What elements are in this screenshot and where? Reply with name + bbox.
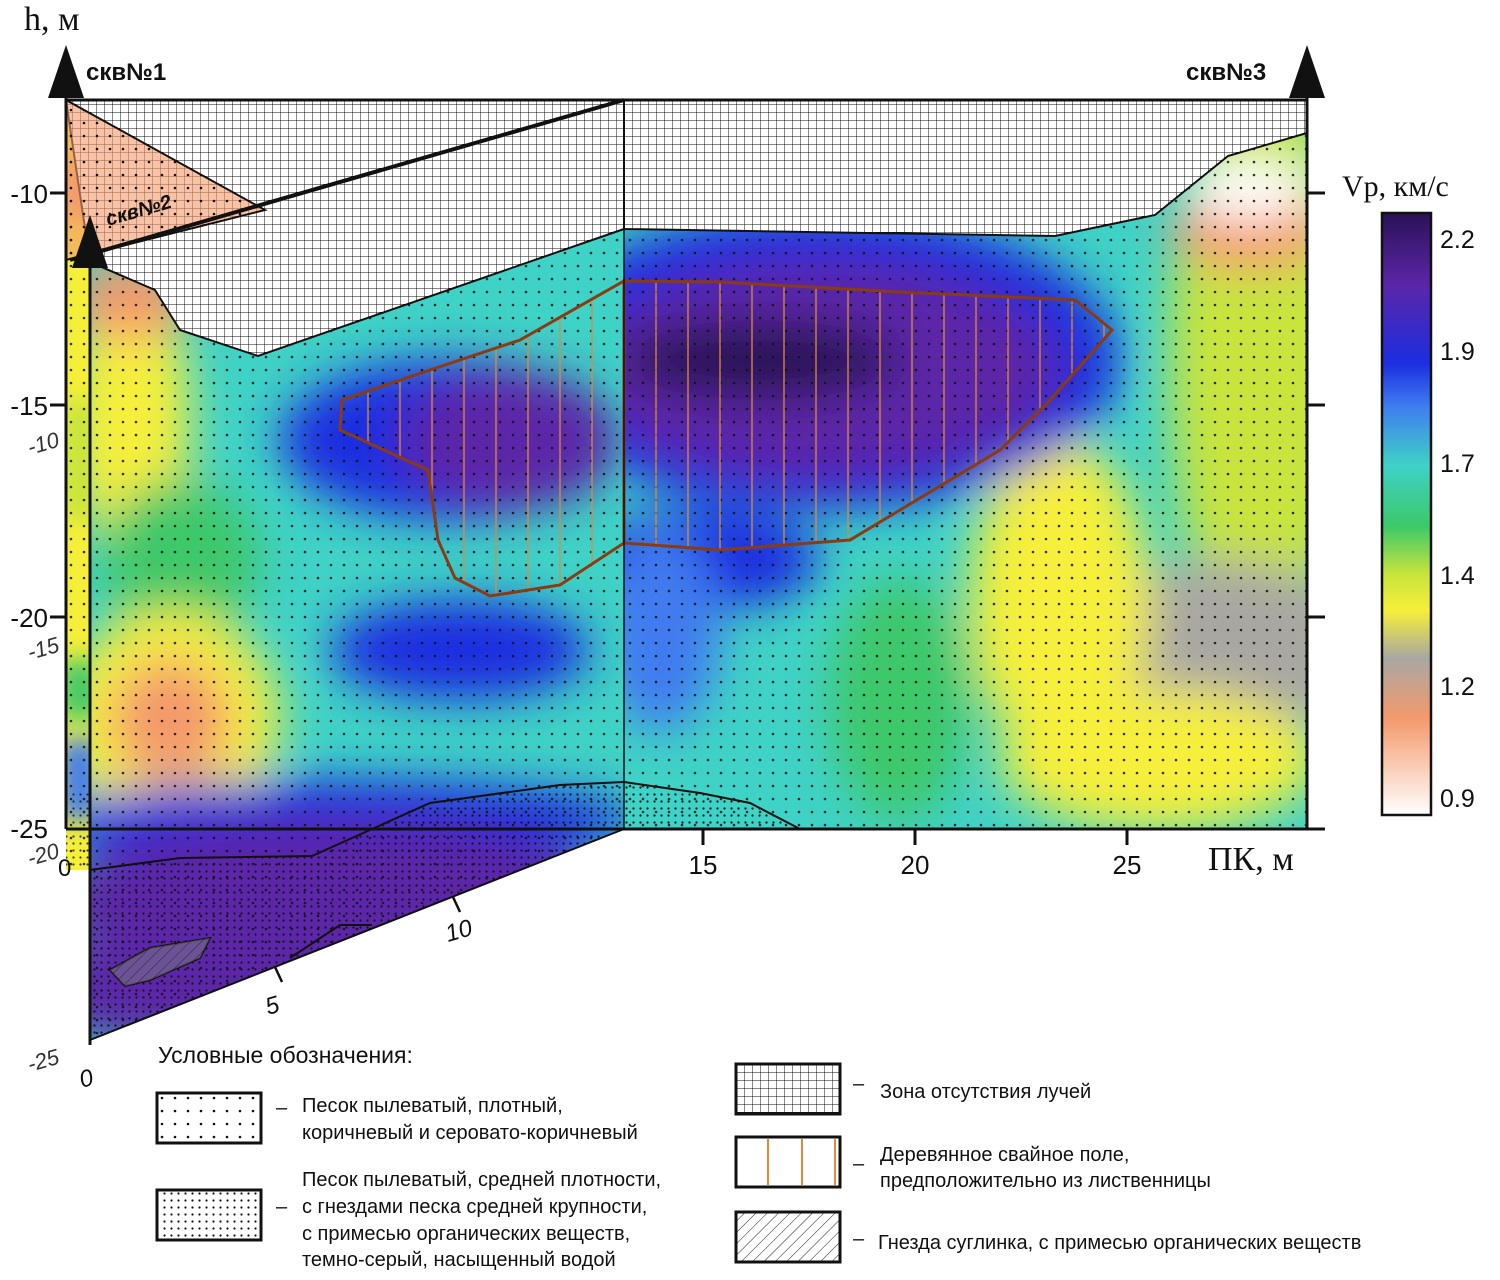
colorbar bbox=[1380, 211, 1433, 817]
legend-swatch-loam-nest bbox=[734, 1210, 842, 1264]
legend-text-line: Песок пылеватый, средней плотности, bbox=[302, 1169, 661, 1191]
depth-label: -25 bbox=[10, 814, 48, 844]
depth-label: -10 bbox=[10, 179, 48, 209]
depth-label: -20 bbox=[10, 603, 48, 633]
main-depth-labels: -10 -15 -20 -25 bbox=[10, 179, 48, 844]
legend-dash: – bbox=[276, 1097, 288, 1119]
oblique-ticks bbox=[273, 896, 462, 983]
legend-text-line: Зона отсутствия лучей bbox=[880, 1081, 1091, 1103]
colorbar-title: Vp, км/с bbox=[1342, 170, 1449, 203]
h-axis-title: h, м bbox=[24, 1, 80, 38]
colorbar-labels: 2.2 1.9 1.7 1.4 1.2 0.9 bbox=[1440, 226, 1475, 813]
colorbar-tick: 1.2 bbox=[1440, 673, 1475, 701]
medium-sand-main bbox=[624, 782, 800, 829]
well2-line bbox=[69, 98, 625, 262]
pk-ticks bbox=[701, 829, 1129, 845]
side-depth-label: -25 bbox=[24, 1044, 62, 1077]
legend-dash: – bbox=[853, 1073, 865, 1095]
pk-labels: 15 20 25 bbox=[689, 850, 1142, 880]
legend-swatch-medium-sand bbox=[155, 1188, 263, 1242]
colorbar-tick: 2.2 bbox=[1440, 226, 1475, 254]
well1-label: скв№1 bbox=[86, 59, 166, 86]
legend-text-line: с гнездами песка средней крупности, bbox=[302, 1196, 647, 1218]
legend-dash: – bbox=[853, 1153, 865, 1175]
legend-text-line: предположительно из лиственницы bbox=[880, 1170, 1211, 1192]
medium-sand-oblique bbox=[90, 782, 624, 1040]
legend-swatch-dense-sand bbox=[155, 1091, 263, 1145]
legend-text-line: коричневый и серовато-коричневый bbox=[302, 1122, 638, 1144]
main-zero-label: 0 bbox=[58, 855, 71, 882]
legend-swatch-pile-field bbox=[734, 1135, 842, 1189]
colorbar-tick: 1.7 bbox=[1440, 450, 1475, 478]
legend-title: Условные обозначения: bbox=[158, 1042, 413, 1068]
side-pk-label: 5 bbox=[262, 991, 283, 1021]
main-depth-ticks bbox=[50, 191, 1325, 619]
medium-sand-main-boundary bbox=[623, 781, 801, 830]
well3-label: скв№3 bbox=[1186, 59, 1266, 86]
well1-arrow-icon bbox=[48, 45, 84, 98]
loam-nest-hatch bbox=[110, 938, 210, 986]
depth-label: -15 bbox=[10, 391, 48, 421]
pile-field-oblique bbox=[338, 278, 626, 598]
legend-swatch-no-ray-zone bbox=[734, 1062, 842, 1116]
legend-dash: – bbox=[853, 1228, 865, 1250]
pk-label: 15 bbox=[689, 850, 718, 880]
colorbar-tick: 1.4 bbox=[1440, 562, 1475, 590]
legend: Условные обозначения: – Песок пылеватый,… bbox=[155, 1042, 1361, 1271]
pile-field-main bbox=[622, 279, 1115, 552]
colorbar-tick: 0.9 bbox=[1440, 785, 1475, 813]
side-depth-labels: -10 -15 -20 -25 bbox=[24, 427, 62, 1077]
section-frame bbox=[64, 95, 1325, 1045]
side-pk-label: 10 bbox=[442, 914, 476, 947]
pk-label: 20 bbox=[901, 850, 930, 880]
side-depth-label: -10 bbox=[24, 427, 62, 460]
dense-sand-strip bbox=[66, 100, 90, 870]
legend-text-line: с примесью органических веществ, bbox=[302, 1223, 630, 1245]
legend-dash: – bbox=[276, 1196, 288, 1218]
legend-text-line: Песок пылеватый, плотный, bbox=[302, 1095, 563, 1117]
well3-arrow-icon bbox=[1289, 45, 1325, 98]
legend-text-line: Деревянное свайное поле, bbox=[880, 1144, 1129, 1166]
legend-text-line: темно-серый, насыщенный водой bbox=[302, 1249, 616, 1271]
well2-arrow-icon bbox=[72, 215, 108, 268]
loam-lens-line bbox=[289, 924, 372, 959]
side-pk-label: 0 bbox=[76, 1064, 97, 1094]
pk-axis-title: ПК, м bbox=[1208, 841, 1294, 878]
pk-label: 25 bbox=[1113, 850, 1142, 880]
colorbar-tick: 1.9 bbox=[1440, 338, 1475, 366]
medium-sand-strip bbox=[66, 793, 90, 870]
legend-text-line: Гнезда суглинка, с примесью органических… bbox=[878, 1232, 1361, 1254]
side-depth-label: -15 bbox=[24, 632, 62, 665]
